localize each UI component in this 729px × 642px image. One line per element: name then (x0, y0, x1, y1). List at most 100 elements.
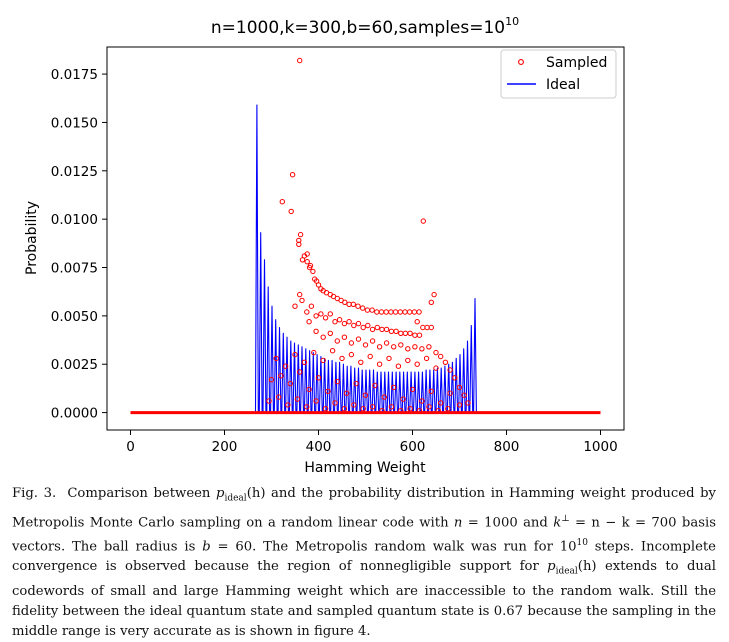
sampled-point (412, 344, 418, 350)
sampled-point (369, 326, 376, 333)
sampled-point (409, 386, 416, 393)
sampled-point (360, 406, 366, 412)
sampled-point (297, 231, 304, 238)
x-tick-label: 800 (494, 439, 520, 455)
sampled-point (266, 398, 272, 404)
caption-math-b: b (202, 539, 211, 555)
sampled-series-layer (130, 57, 601, 415)
caption-text-5: = 1000 and (462, 515, 554, 531)
sampled-point (386, 355, 392, 362)
sampled-point (431, 291, 437, 298)
caption-text-3: (h) and the probability distribution in … (12, 486, 716, 531)
sampled-point (285, 402, 291, 408)
sampled-point (278, 373, 284, 379)
sampled-point (294, 396, 301, 402)
sampled-point (304, 259, 310, 265)
sampled-point (419, 346, 425, 352)
sampled-point (379, 326, 385, 333)
x-tick-label: 200 (212, 439, 238, 455)
sampled-point (355, 336, 362, 342)
sampled-point (297, 291, 303, 298)
sampled-point (348, 351, 355, 358)
sampled-point (407, 309, 413, 315)
caption-math-n: n (453, 515, 463, 531)
figure-caption: Fig. 3. Comparison between pideal(h) and… (12, 484, 716, 642)
x-tick-label: 0 (126, 439, 135, 455)
ticks-layer: 0 200 400 600 800 1000 0.0000 0.0025 0.0050 0.007… (51, 67, 618, 455)
sampled-point (306, 319, 312, 325)
sampled-point (433, 349, 439, 356)
sampled-point (292, 303, 298, 309)
caption-math-perp: ⊥ (561, 513, 570, 524)
sampled-point (376, 361, 383, 367)
sampled-point (310, 268, 316, 275)
y-tick-label: 0.0000 (51, 406, 98, 422)
legend-frame (500, 49, 617, 99)
sampled-point (341, 334, 348, 340)
sampled-point (301, 359, 308, 365)
sampled-point (383, 340, 390, 346)
sampled-point (287, 380, 293, 387)
sampled-point (412, 332, 418, 338)
ideal-series-layer (130, 104, 601, 414)
sampled-point (423, 355, 430, 362)
sampled-point (369, 307, 375, 313)
sampled-point (420, 324, 426, 331)
caption-math-k: k (553, 515, 562, 531)
ideal-series-line (130, 104, 601, 414)
sampled-point (376, 344, 383, 350)
x-tick-label: 600 (400, 439, 426, 455)
sampled-point (365, 322, 371, 329)
sampled-point (447, 390, 453, 396)
sampled-point (275, 394, 282, 400)
sampled-point (393, 328, 399, 334)
sampled-point (306, 264, 313, 271)
sampled-point (288, 208, 294, 215)
sampled-point (405, 346, 411, 352)
sampled-point (306, 386, 312, 393)
sampled-point (308, 303, 315, 309)
sampled-point (318, 311, 324, 317)
sampled-point (372, 382, 378, 389)
sampled-point (402, 309, 408, 315)
sampled-point (336, 317, 343, 323)
sampled-point (297, 369, 303, 375)
sampled-point (360, 305, 366, 311)
chart-title: n=1000,k=300,b=60,samples=1010 (211, 15, 519, 38)
sampled-point (313, 328, 319, 334)
sampled-point (342, 299, 348, 305)
sampled-point (355, 303, 361, 309)
sampled-point (341, 406, 348, 412)
x-axis-label: Hamming Weight (304, 460, 426, 476)
sampled-point (391, 344, 397, 350)
sampled-point (438, 400, 444, 406)
sampled-point (416, 309, 422, 315)
sampled-point (334, 378, 340, 385)
sampled-point (428, 299, 434, 305)
sampled-point (311, 349, 317, 356)
caption-math-p2: p (547, 559, 556, 575)
sampled-point (322, 315, 329, 321)
legend: Sampled Ideal (500, 49, 617, 99)
sampled-point (428, 388, 434, 394)
sampled-point (378, 309, 385, 315)
sampled-point (360, 324, 366, 331)
sampled-point (327, 311, 333, 317)
sampled-point (461, 392, 467, 398)
sampled-point (374, 324, 380, 331)
sampled-point (348, 340, 355, 346)
chart: 0 200 400 600 800 1000 0.0000 0.0025 0.0050 0.007… (24, 15, 625, 476)
sampled-point (392, 309, 399, 315)
sampled-point (391, 384, 397, 391)
legend-ideal-label: Ideal (546, 77, 580, 93)
sampled-point (405, 357, 411, 364)
y-axis-label: Probability (24, 201, 40, 275)
sampled-point (327, 330, 333, 336)
sampled-point (442, 359, 449, 365)
caption-math-exp: 10 (576, 538, 588, 549)
sampled-point (388, 309, 394, 315)
sampled-point (420, 218, 426, 224)
sampled-point (353, 380, 359, 387)
sampled-point (279, 199, 285, 205)
sampled-point (292, 351, 298, 358)
